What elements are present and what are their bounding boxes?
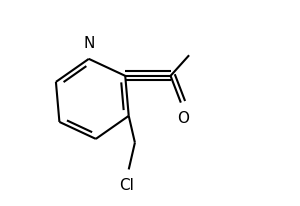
Text: O: O: [177, 111, 189, 126]
Text: Cl: Cl: [119, 178, 134, 193]
Text: N: N: [83, 36, 94, 51]
